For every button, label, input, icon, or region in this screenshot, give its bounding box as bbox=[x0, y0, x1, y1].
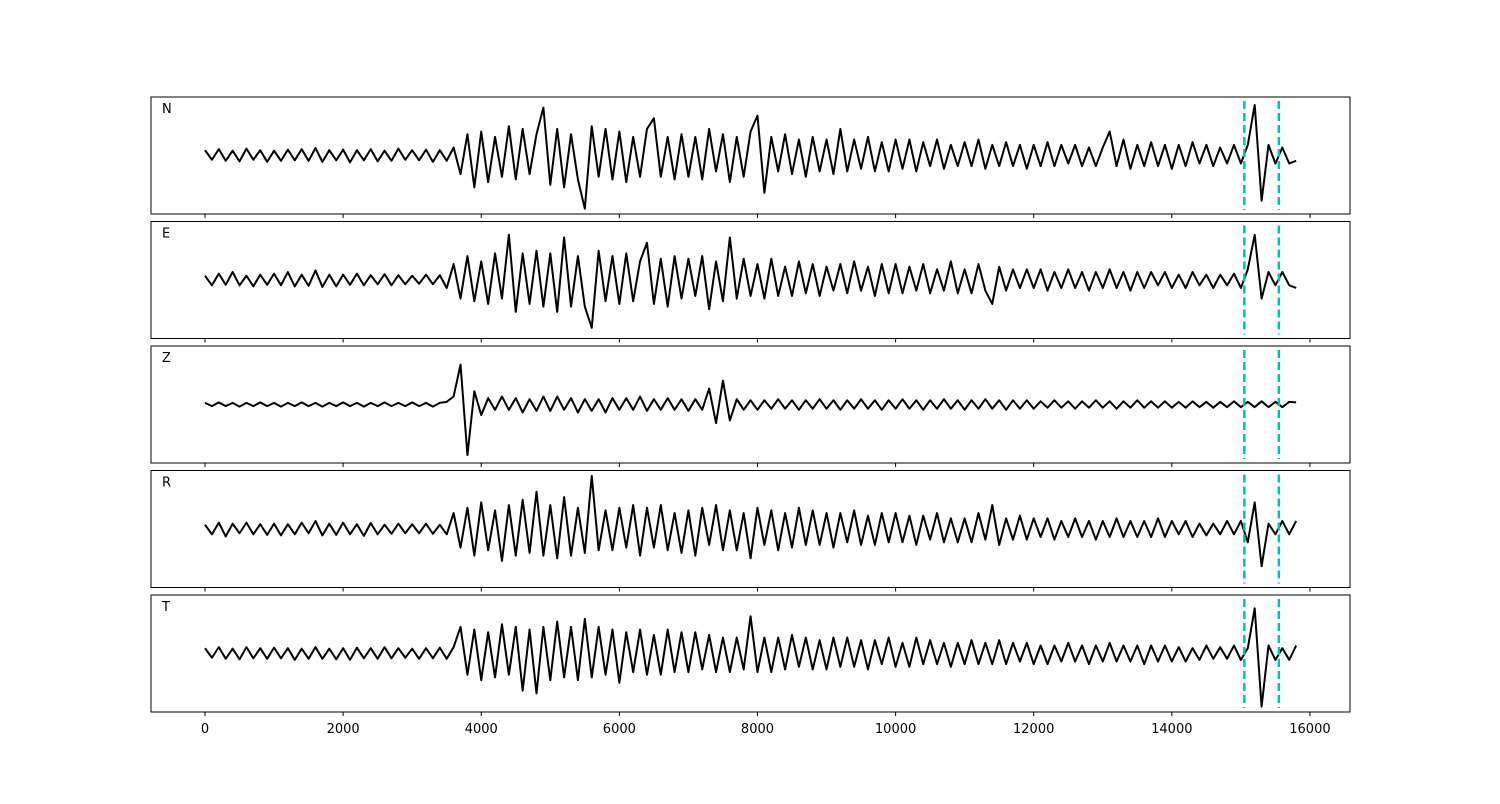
panel-frame bbox=[150, 96, 1351, 215]
panel-label: N bbox=[162, 102, 172, 117]
trace bbox=[204, 607, 1298, 708]
panel-label: Z bbox=[162, 351, 171, 366]
panel-frame bbox=[150, 345, 1351, 464]
panel-frame bbox=[150, 221, 1351, 339]
trace bbox=[204, 474, 1298, 568]
panel-label: R bbox=[162, 476, 171, 491]
x-tick-label: 10000 bbox=[875, 722, 916, 737]
panel-frame bbox=[150, 594, 1351, 713]
x-tick-label: 8000 bbox=[741, 722, 774, 737]
x-tick-label: 6000 bbox=[603, 722, 636, 737]
panel-label: T bbox=[161, 600, 170, 615]
trace bbox=[204, 103, 1297, 210]
x-tick-label: 14000 bbox=[1151, 722, 1192, 737]
panel-label: E bbox=[162, 227, 170, 242]
x-tick-label: 16000 bbox=[1289, 722, 1330, 737]
trace bbox=[204, 363, 1297, 457]
trace bbox=[204, 233, 1297, 329]
x-tick-label: 0 bbox=[201, 722, 209, 737]
x-tick-label: 4000 bbox=[465, 722, 498, 737]
panel-frame bbox=[150, 470, 1351, 588]
x-tick-label: 12000 bbox=[1013, 722, 1054, 737]
x-tick-label: 2000 bbox=[327, 722, 360, 737]
